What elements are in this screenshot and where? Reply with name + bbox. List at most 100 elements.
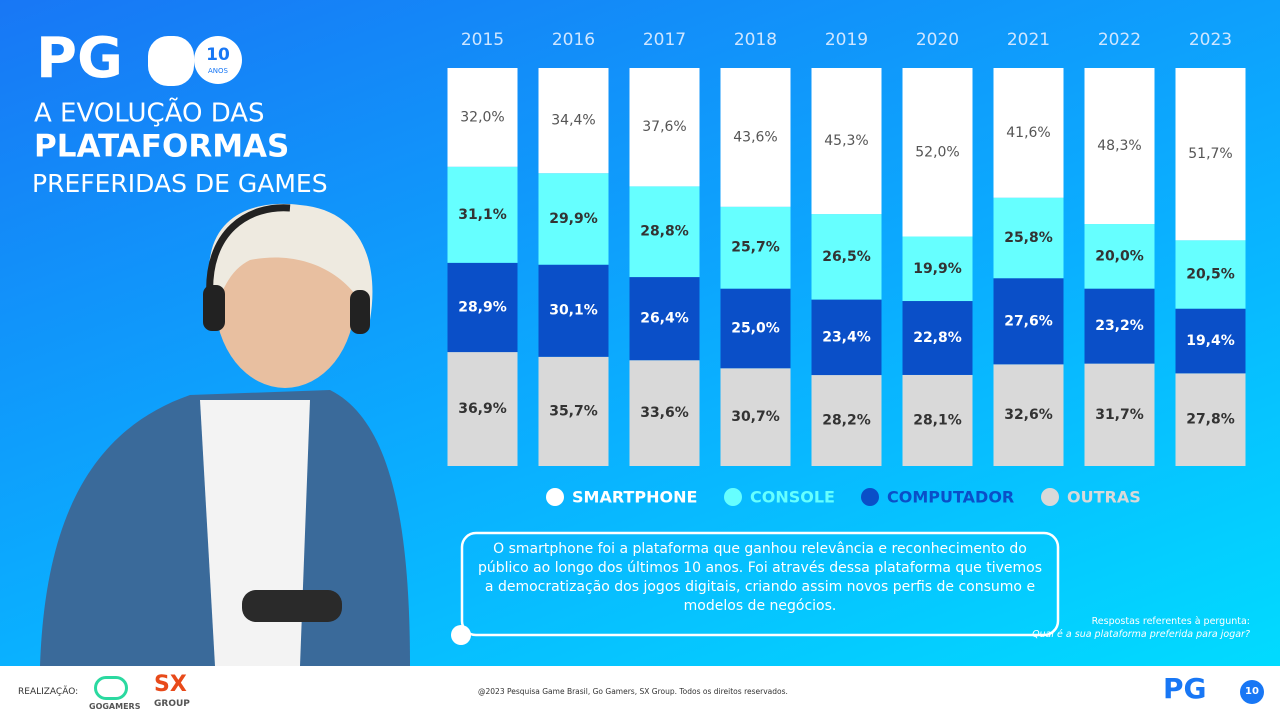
bar-segment bbox=[629, 360, 700, 466]
legend-label: CONSOLE bbox=[750, 488, 835, 507]
sx: SX bbox=[154, 672, 187, 697]
bar-segment bbox=[447, 68, 518, 167]
value-label: 25,8% bbox=[1004, 230, 1053, 246]
value-label: 19,9% bbox=[913, 261, 962, 277]
value-label: 29,9% bbox=[549, 211, 598, 227]
question: Respostas referentes à pergunta: Qual é a… bbox=[1010, 615, 1250, 641]
footer: REALIZAÇÃO: GOGAMERS SX GROUP @2023 Pesq… bbox=[0, 666, 1280, 720]
bar-segment bbox=[538, 356, 609, 466]
value-label: 32,0% bbox=[460, 109, 504, 125]
value-label: 32,6% bbox=[1004, 407, 1053, 423]
person bbox=[40, 203, 410, 666]
logo-icon bbox=[148, 36, 194, 86]
logo-badge-sub: ANOS bbox=[208, 67, 229, 75]
bar-segment bbox=[629, 186, 700, 278]
value-label: 36,9% bbox=[458, 401, 507, 417]
value-label: 25,7% bbox=[731, 240, 780, 256]
x-tick-label: 2021 bbox=[1007, 30, 1050, 50]
legend-label: COMPUTADOR bbox=[887, 488, 1014, 507]
bar-segment bbox=[629, 277, 700, 361]
x-tick-label: 2015 bbox=[461, 30, 504, 50]
note-text: O smartphone foi a plataforma que ganhou… bbox=[477, 541, 1043, 614]
bar-segment bbox=[993, 68, 1064, 198]
value-label: 26,4% bbox=[640, 311, 689, 327]
value-label: 43,6% bbox=[733, 129, 777, 145]
question-text: Qual é a sua plataforma preferida para j… bbox=[1032, 629, 1250, 640]
legend-marker bbox=[861, 488, 879, 506]
x-tick-label: 2022 bbox=[1098, 30, 1141, 50]
bar-segment bbox=[811, 299, 882, 376]
bar-segment bbox=[1084, 288, 1155, 364]
value-label: 35,7% bbox=[549, 403, 598, 419]
x-tick-label: 2020 bbox=[916, 30, 959, 50]
gogamers: GOGAMERS bbox=[89, 702, 141, 711]
title-line: A EVOLUÇÃO DAS bbox=[34, 97, 265, 129]
bar-segment bbox=[811, 214, 882, 300]
value-label: 23,4% bbox=[822, 329, 871, 345]
bar-segment bbox=[538, 264, 609, 357]
value-label: 30,7% bbox=[731, 409, 780, 425]
x-tick-label: 2017 bbox=[643, 30, 686, 50]
bar-segment bbox=[902, 301, 973, 375]
x-tick-label: 2019 bbox=[825, 30, 868, 50]
bar-segment bbox=[902, 68, 973, 237]
logo-badge-text: 10 bbox=[206, 45, 230, 65]
title-line: PREFERIDAS DE GAMES bbox=[32, 169, 328, 198]
bar-segment bbox=[629, 68, 700, 187]
legend-marker bbox=[724, 488, 742, 506]
value-label: 27,8% bbox=[1186, 412, 1235, 428]
value-label: 30,1% bbox=[549, 303, 598, 319]
value-label: 52,0% bbox=[915, 144, 959, 160]
value-label: 51,7% bbox=[1188, 146, 1232, 162]
legend-marker bbox=[1041, 488, 1059, 506]
legend-marker bbox=[546, 488, 564, 506]
value-label: 19,4% bbox=[1186, 333, 1235, 349]
legend-label: SMARTPHONE bbox=[572, 488, 697, 507]
group: GROUP bbox=[154, 699, 190, 709]
value-label: 28,1% bbox=[913, 412, 962, 428]
title-line: PLATAFORMAS bbox=[34, 129, 289, 165]
bar-segment bbox=[993, 197, 1064, 279]
value-label: 26,5% bbox=[822, 249, 871, 265]
value-label: 34,4% bbox=[551, 113, 595, 129]
bar-segment bbox=[447, 262, 518, 353]
value-label: 37,6% bbox=[642, 119, 686, 135]
value-label: 28,8% bbox=[640, 224, 689, 240]
footer-logo: PG bbox=[1163, 672, 1207, 705]
bar-segment bbox=[720, 368, 791, 466]
bar-segment bbox=[993, 278, 1064, 365]
value-label: 20,0% bbox=[1095, 248, 1144, 264]
bar-segment bbox=[1175, 240, 1246, 309]
gogamers-icon bbox=[94, 676, 128, 700]
value-label: 23,2% bbox=[1095, 318, 1144, 334]
bar-segment bbox=[1084, 363, 1155, 466]
value-label: 31,7% bbox=[1095, 407, 1144, 423]
value-label: 28,9% bbox=[458, 299, 507, 315]
bar-segment bbox=[993, 364, 1064, 466]
bar-segment bbox=[538, 68, 609, 174]
bar-segment bbox=[1175, 308, 1246, 374]
footer-badge: 10 bbox=[1240, 680, 1264, 704]
value-label: 31,1% bbox=[458, 207, 507, 223]
value-label: 48,3% bbox=[1097, 138, 1141, 154]
legend-label: OUTRAS bbox=[1067, 488, 1141, 507]
value-label: 28,2% bbox=[822, 413, 871, 429]
bar-segment bbox=[1175, 373, 1246, 466]
logo-badge bbox=[194, 36, 242, 84]
value-label: 27,6% bbox=[1004, 313, 1053, 329]
x-tick-label: 2016 bbox=[552, 30, 595, 50]
note-dot bbox=[451, 625, 471, 645]
bar-segment bbox=[811, 375, 882, 466]
bar-segment bbox=[720, 288, 791, 369]
bar-segment bbox=[538, 173, 609, 265]
realizacao: REALIZAÇÃO: bbox=[18, 687, 79, 697]
bar-segment bbox=[447, 166, 518, 263]
bar-segment bbox=[1084, 68, 1155, 225]
value-label: 22,8% bbox=[913, 330, 962, 346]
value-label: 25,0% bbox=[731, 320, 780, 336]
bar-segment bbox=[811, 68, 882, 215]
bar-segment bbox=[447, 352, 518, 466]
value-label: 20,5% bbox=[1186, 267, 1235, 283]
